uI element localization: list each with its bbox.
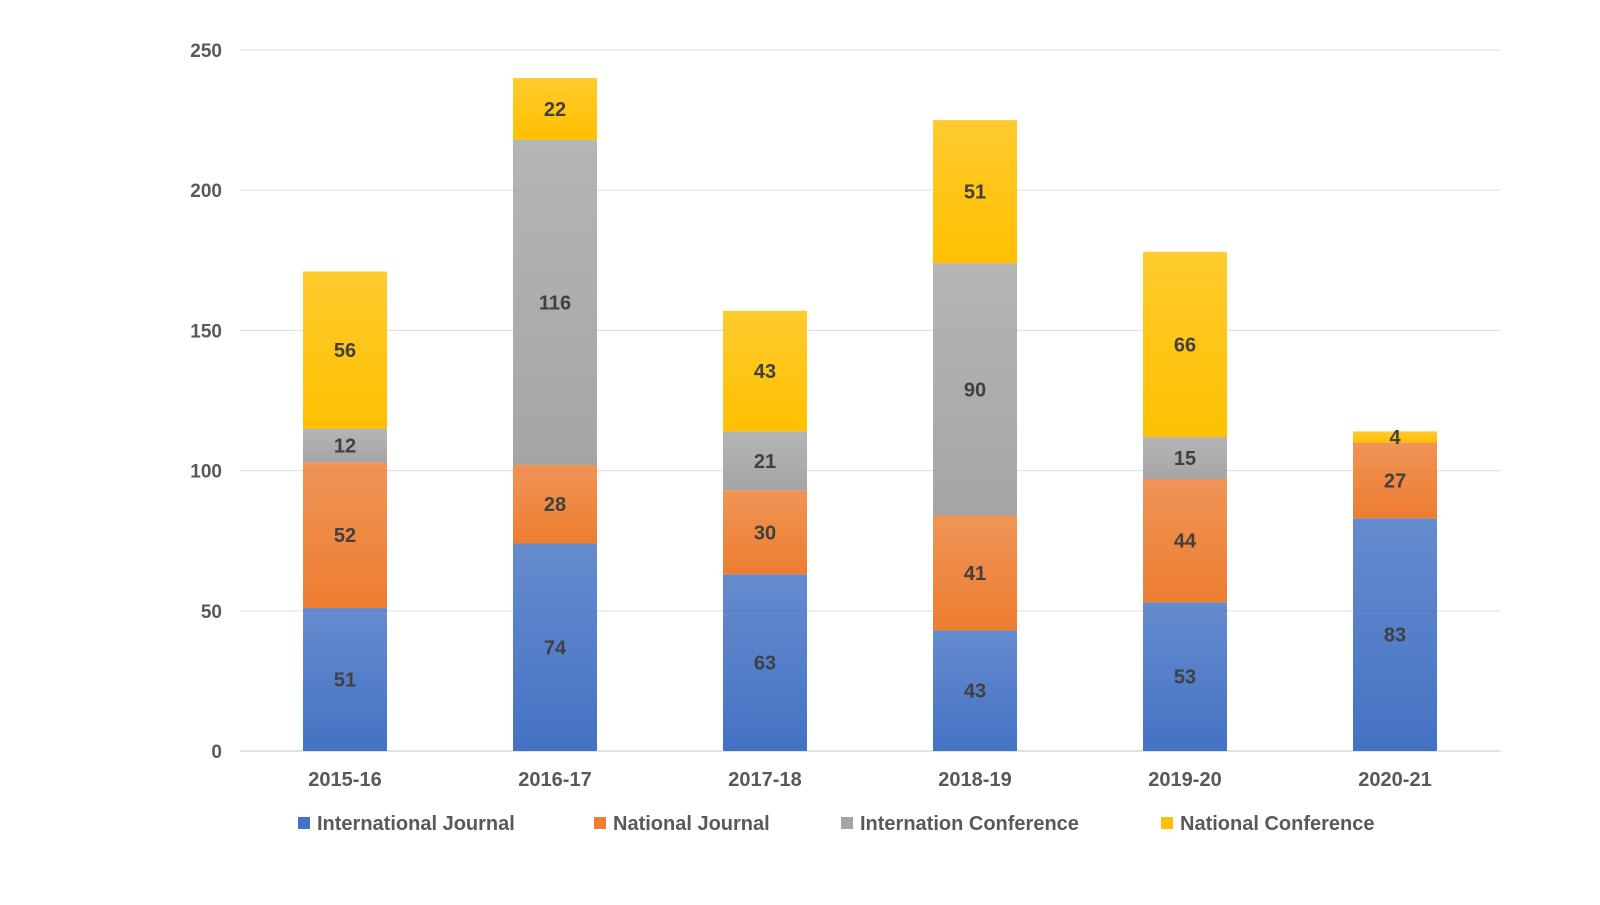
gridlines bbox=[240, 49, 1500, 752]
legend-swatch bbox=[1161, 817, 1173, 829]
bar-segment bbox=[1143, 602, 1227, 751]
data-label: 44 bbox=[1174, 531, 1197, 553]
bar-segment bbox=[933, 263, 1017, 516]
bar-segment bbox=[933, 120, 1017, 264]
data-label: 28 bbox=[544, 494, 566, 516]
bar-segment bbox=[303, 462, 387, 608]
data-label: 30 bbox=[754, 522, 776, 544]
bar-segment bbox=[933, 515, 1017, 631]
bars bbox=[303, 78, 1437, 751]
bar-segment bbox=[933, 630, 1017, 751]
legend-label: National Conference bbox=[1180, 813, 1374, 835]
legend: International Journal National Journal Int… bbox=[298, 813, 1374, 835]
data-labels: 51 52 12 56 74 28 116 22 63 30 21 43 43 41 90 51 53 44 15 6… bbox=[334, 99, 1406, 703]
data-label: 83 bbox=[1384, 625, 1406, 647]
legend-swatch bbox=[298, 817, 310, 829]
y-tick-label: 50 bbox=[201, 602, 222, 623]
y-tick-label: 0 bbox=[211, 742, 222, 763]
bar-segment bbox=[723, 574, 807, 751]
bar-segment bbox=[723, 431, 807, 491]
y-tick-label: 200 bbox=[190, 181, 222, 202]
data-label: 66 bbox=[1174, 334, 1196, 356]
bar-segment bbox=[303, 607, 387, 751]
x-tick-label: 2017-18 bbox=[728, 769, 801, 791]
bar-segment bbox=[513, 139, 597, 465]
data-label: 43 bbox=[964, 681, 986, 703]
data-label: 63 bbox=[754, 653, 776, 675]
legend-label: International Journal bbox=[317, 813, 515, 835]
x-tick-label: 2016-17 bbox=[518, 769, 591, 791]
x-tick-label: 2019-20 bbox=[1148, 769, 1221, 791]
data-label: 52 bbox=[334, 525, 356, 547]
data-label: 22 bbox=[544, 99, 566, 121]
data-label: 4 bbox=[1389, 427, 1401, 449]
legend-label: National Journal bbox=[613, 813, 770, 835]
bar-segment bbox=[723, 490, 807, 575]
data-label: 21 bbox=[754, 451, 776, 473]
bar-segment bbox=[723, 310, 807, 432]
data-label: 27 bbox=[1384, 470, 1406, 492]
bar-segment bbox=[513, 543, 597, 751]
bar-segment bbox=[1353, 518, 1437, 751]
bar-segment bbox=[1143, 479, 1227, 603]
y-tick-label: 150 bbox=[190, 321, 222, 342]
bar-segment bbox=[1143, 436, 1227, 480]
data-label: 51 bbox=[964, 182, 986, 204]
x-axis: 2015-16 2016-17 2017-18 2018-19 2019-20 2020-… bbox=[308, 769, 1431, 791]
bar-segment bbox=[1353, 431, 1437, 443]
x-tick-label: 2018-19 bbox=[938, 769, 1011, 791]
y-axis: 0 50 100 150 200 250 bbox=[190, 41, 222, 763]
data-label: 53 bbox=[1174, 667, 1196, 689]
y-tick-label: 100 bbox=[190, 462, 222, 483]
data-label: 116 bbox=[539, 292, 571, 314]
data-label: 15 bbox=[1174, 448, 1196, 470]
y-tick-label: 250 bbox=[190, 41, 222, 62]
bar-segment bbox=[513, 78, 597, 140]
data-label: 51 bbox=[334, 669, 356, 691]
x-tick-label: 2020-21 bbox=[1358, 769, 1431, 791]
bar-segment bbox=[303, 271, 387, 429]
data-label: 12 bbox=[334, 435, 356, 457]
data-label: 56 bbox=[334, 340, 356, 362]
bar-segment bbox=[1143, 251, 1227, 437]
legend-swatch bbox=[594, 817, 606, 829]
bar-segment bbox=[303, 428, 387, 463]
data-label: 41 bbox=[964, 563, 986, 585]
legend-swatch bbox=[841, 817, 853, 829]
legend-label: Internation Conference bbox=[860, 813, 1079, 835]
data-label: 43 bbox=[754, 361, 776, 383]
data-label: 74 bbox=[544, 637, 567, 659]
bar-segment bbox=[1353, 442, 1437, 519]
bar-segment bbox=[513, 464, 597, 544]
x-tick-label: 2015-16 bbox=[308, 769, 381, 791]
data-label: 90 bbox=[964, 379, 986, 401]
